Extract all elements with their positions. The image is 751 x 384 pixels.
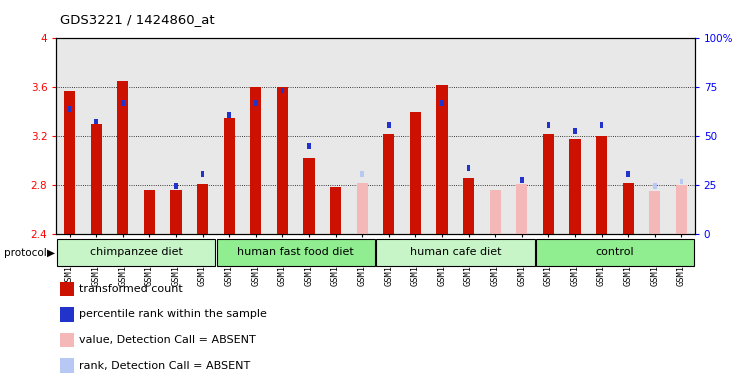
Bar xyxy=(596,136,607,234)
Bar xyxy=(254,100,258,106)
Bar xyxy=(95,119,98,124)
Text: ▶: ▶ xyxy=(47,248,56,258)
Bar xyxy=(307,143,311,149)
Bar xyxy=(330,187,341,234)
Bar xyxy=(626,171,630,177)
Text: value, Detection Call = ABSENT: value, Detection Call = ABSENT xyxy=(79,335,255,345)
Bar xyxy=(228,113,231,118)
Bar xyxy=(117,81,128,234)
Bar xyxy=(201,171,204,177)
Bar xyxy=(121,100,125,106)
Text: rank, Detection Call = ABSENT: rank, Detection Call = ABSENT xyxy=(79,361,250,371)
Text: human fast food diet: human fast food diet xyxy=(237,247,354,258)
Bar xyxy=(573,128,577,134)
Bar xyxy=(357,183,368,234)
Bar xyxy=(174,184,178,189)
Bar xyxy=(170,190,182,234)
Bar xyxy=(676,185,687,234)
Text: chimpanzee diet: chimpanzee diet xyxy=(89,247,182,258)
Text: control: control xyxy=(596,247,634,258)
Bar xyxy=(463,178,474,234)
Bar xyxy=(360,171,364,177)
Bar xyxy=(547,122,550,128)
Text: transformed count: transformed count xyxy=(79,284,182,294)
Bar xyxy=(600,122,604,128)
Bar xyxy=(250,88,261,234)
Bar xyxy=(543,134,554,234)
Bar xyxy=(144,190,155,234)
Bar xyxy=(387,122,391,128)
Bar xyxy=(197,184,208,234)
Bar xyxy=(436,85,448,234)
Bar xyxy=(68,106,71,112)
Bar xyxy=(623,183,634,234)
Bar xyxy=(410,112,421,234)
Bar xyxy=(281,88,285,93)
Text: human cafe diet: human cafe diet xyxy=(409,247,501,258)
FancyBboxPatch shape xyxy=(217,238,375,266)
Bar xyxy=(64,91,75,234)
Bar xyxy=(440,100,444,106)
Text: percentile rank within the sample: percentile rank within the sample xyxy=(79,310,267,319)
Bar xyxy=(520,177,523,183)
Bar xyxy=(224,118,235,234)
Bar xyxy=(490,190,501,234)
FancyBboxPatch shape xyxy=(376,238,535,266)
Bar xyxy=(680,179,683,184)
Bar xyxy=(59,358,74,373)
Bar xyxy=(653,184,656,189)
Bar xyxy=(649,191,660,234)
FancyBboxPatch shape xyxy=(57,238,216,266)
Text: GDS3221 / 1424860_at: GDS3221 / 1424860_at xyxy=(60,13,215,26)
FancyBboxPatch shape xyxy=(536,238,694,266)
Bar xyxy=(277,88,288,234)
Bar xyxy=(59,281,74,296)
Bar xyxy=(91,124,102,234)
Bar xyxy=(516,184,527,234)
Text: protocol: protocol xyxy=(4,248,47,258)
Bar xyxy=(59,307,74,322)
Bar xyxy=(303,158,315,234)
Bar xyxy=(466,165,470,170)
Bar xyxy=(383,134,394,234)
Bar xyxy=(569,139,581,234)
Bar xyxy=(59,333,74,347)
